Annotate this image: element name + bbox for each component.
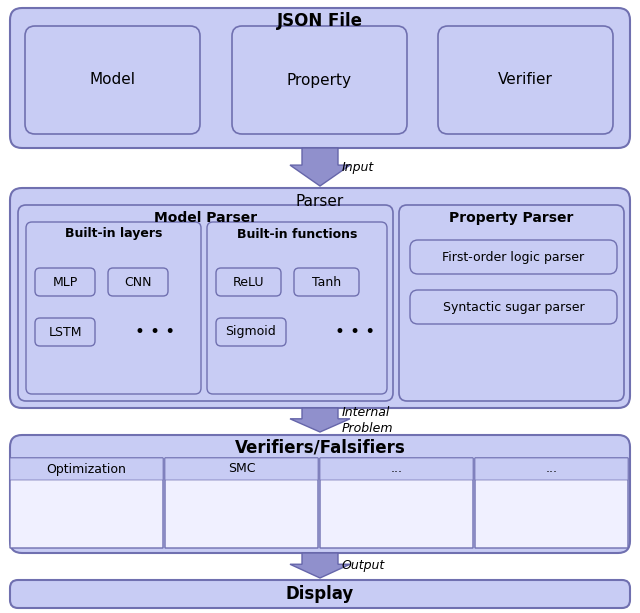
FancyBboxPatch shape [207,222,387,394]
FancyBboxPatch shape [232,26,407,134]
FancyBboxPatch shape [35,318,95,346]
Text: • • •: • • • [335,323,375,341]
FancyBboxPatch shape [294,268,359,296]
FancyBboxPatch shape [475,458,628,548]
Polygon shape [290,148,350,186]
FancyBboxPatch shape [10,188,630,408]
Text: JSON File: JSON File [277,12,363,30]
Text: Model Parser: Model Parser [154,211,257,225]
Text: ...: ... [390,462,403,476]
FancyBboxPatch shape [410,240,617,274]
Text: Built-in layers: Built-in layers [65,227,162,240]
Text: Display: Display [286,585,354,603]
FancyBboxPatch shape [10,580,630,608]
Text: LSTM: LSTM [48,326,82,338]
FancyBboxPatch shape [10,8,630,148]
Text: • • •: • • • [135,323,175,341]
Text: Input: Input [342,161,374,173]
FancyBboxPatch shape [35,268,95,296]
FancyBboxPatch shape [320,458,473,480]
Polygon shape [290,408,350,432]
Text: Built-in functions: Built-in functions [237,227,357,240]
Polygon shape [290,553,350,578]
FancyBboxPatch shape [10,458,163,548]
Text: CNN: CNN [124,275,152,289]
Text: Parser: Parser [296,194,344,208]
Text: First-order logic parser: First-order logic parser [442,251,584,264]
Text: SMC: SMC [228,462,255,476]
FancyBboxPatch shape [216,318,286,346]
FancyBboxPatch shape [108,268,168,296]
Text: Optimization: Optimization [47,462,127,476]
Text: Sigmoid: Sigmoid [226,326,276,338]
Text: ...: ... [545,462,557,476]
FancyBboxPatch shape [320,458,473,548]
FancyBboxPatch shape [165,458,318,480]
Text: Model: Model [90,72,136,88]
FancyBboxPatch shape [216,268,281,296]
Text: MLP: MLP [52,275,77,289]
FancyBboxPatch shape [438,26,613,134]
Text: Property: Property [287,72,352,88]
Text: Property Parser: Property Parser [449,211,573,225]
Text: Output: Output [342,559,385,572]
FancyBboxPatch shape [10,458,163,480]
FancyBboxPatch shape [165,458,318,548]
FancyBboxPatch shape [399,205,624,401]
Text: Syntactic sugar parser: Syntactic sugar parser [443,300,584,313]
Text: Tanh: Tanh [312,275,341,289]
Text: Verifier: Verifier [498,72,553,88]
FancyBboxPatch shape [18,205,393,401]
FancyBboxPatch shape [410,290,617,324]
Text: Verifiers/Falsifiers: Verifiers/Falsifiers [235,439,405,457]
FancyBboxPatch shape [10,435,630,553]
FancyBboxPatch shape [26,222,201,394]
FancyBboxPatch shape [475,458,628,480]
FancyBboxPatch shape [25,26,200,134]
Text: Internal
Problem: Internal Problem [342,406,394,435]
Text: ReLU: ReLU [233,275,264,289]
